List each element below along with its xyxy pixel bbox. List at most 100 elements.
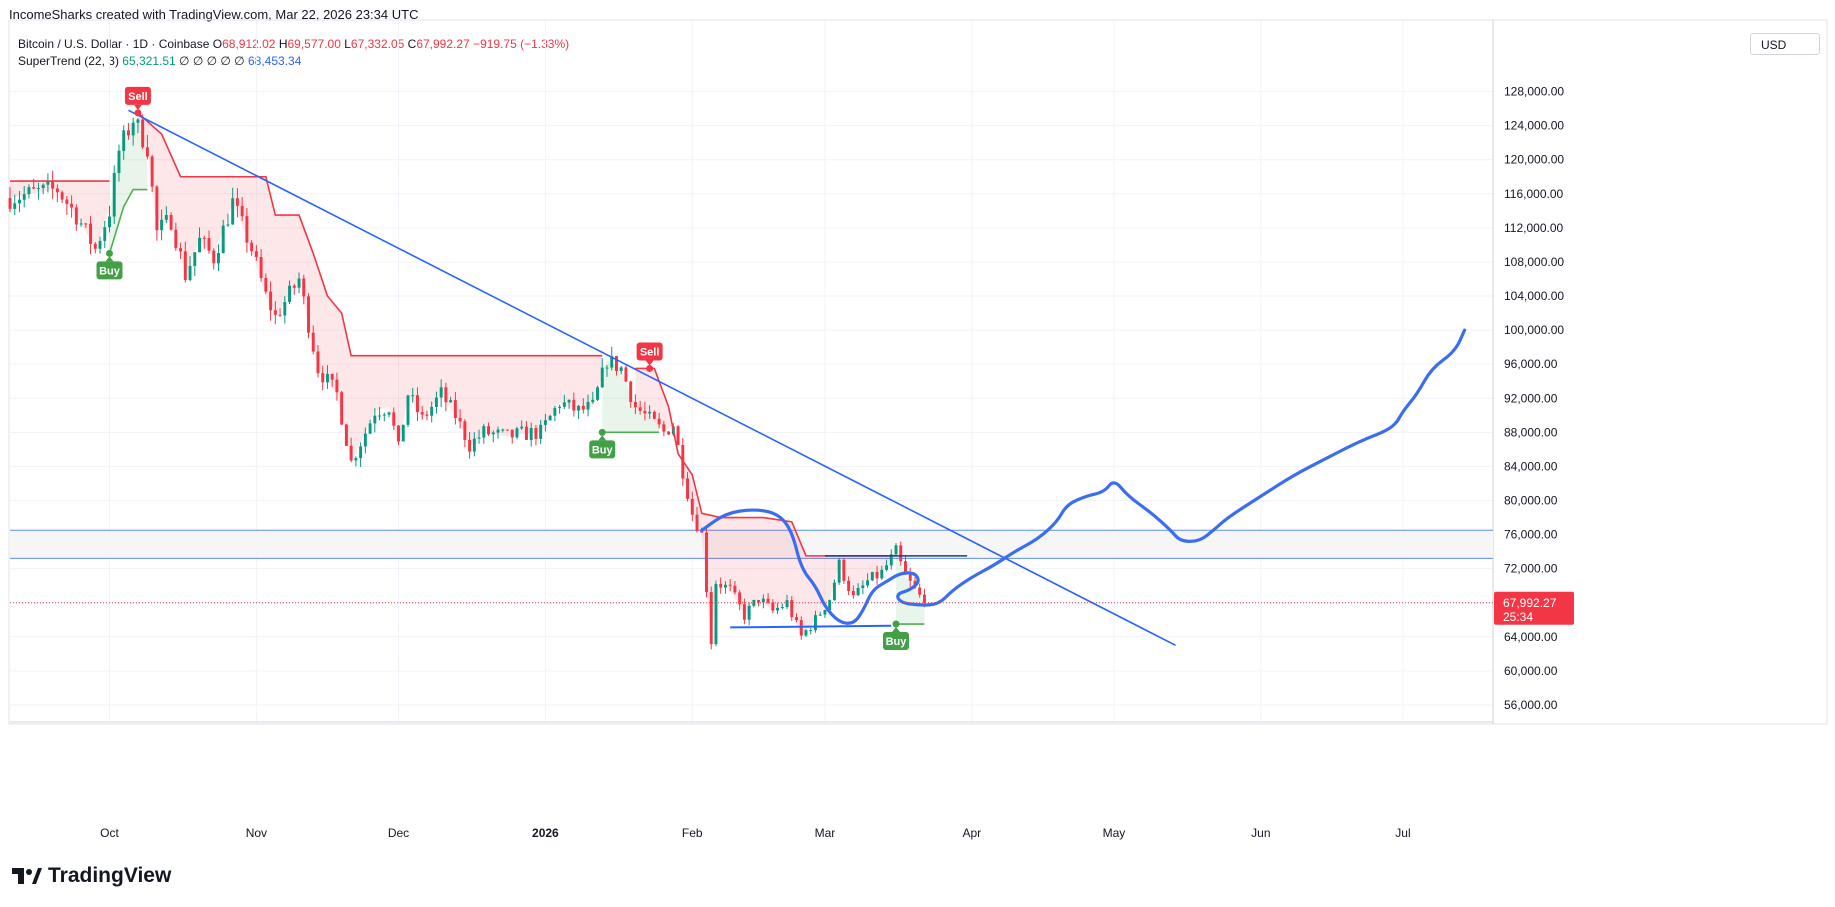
candle-body [122,130,126,151]
candle-body [202,237,206,239]
supertrend-fill-area [635,368,897,642]
candle-body [908,574,912,581]
candle-body [397,425,400,442]
candle-body [690,498,694,515]
candle-body [799,620,803,636]
y-tick-label: 112,000.00 [1504,221,1563,235]
candle-body [93,243,97,249]
candle-body [439,387,443,398]
y-tick-label: 84,000.00 [1504,459,1558,473]
candle-body [548,415,552,421]
tradingview-logo-icon [12,868,42,884]
candle-body [416,395,419,413]
candle-body [70,203,74,208]
candle-body [302,278,306,297]
candle-body [709,592,713,645]
candle-body [217,253,220,264]
candle-body [842,559,846,581]
candle-body [809,630,813,632]
candle-body [889,554,893,566]
candle-body [273,310,277,315]
y-tick-label: 80,000.00 [1504,493,1558,507]
candle-body [316,351,320,374]
candle-body [179,248,183,252]
candle-body [648,411,652,414]
candle-body [705,532,708,593]
candle-body [875,572,879,579]
candle-body [335,379,339,393]
candle-body [188,265,192,280]
candle-body [482,426,486,438]
candle-body [487,426,491,435]
y-tick-label: 116,000.00 [1504,187,1563,201]
candle-body [922,594,926,603]
candle-body [13,203,17,209]
close-value: 67,992.27 [416,37,470,51]
y-tick-label: 64,000.00 [1504,630,1558,644]
candle-body [254,251,258,257]
candle-body [567,399,571,403]
x-tick-label: Oct [100,826,119,840]
symbol-label[interactable]: Bitcoin / U.S. Dollar · 1D · Coinbase [18,37,210,51]
candle-body [84,223,88,225]
candle-body [771,602,775,611]
candle-body [406,395,410,425]
candle-body [851,591,855,596]
candle-body [496,429,500,433]
supertrend-line [635,367,897,557]
indicator-label[interactable]: SuperTrend (22, 3) [18,54,119,68]
tradingview-logo[interactable]: TradingView [12,864,171,888]
candle-body [894,545,898,555]
candle-body [856,588,860,596]
drawings [10,109,1493,647]
candle-body [226,224,230,226]
candle-body [264,277,268,292]
candle-body [458,417,462,422]
low-label: L [344,37,351,51]
candle-body [259,256,263,278]
supertrend-fill-area [10,181,110,250]
candle-body [823,609,827,615]
x-tick-label: Jul [1395,826,1410,840]
last-price-tag [1494,591,1574,625]
candle-body [41,184,45,189]
candle-body [430,406,434,416]
candle-body [141,119,145,148]
candle-body [861,585,865,589]
candle-body [790,600,794,618]
candle-body [359,446,363,459]
candle-body [8,198,12,209]
currency-selector[interactable]: USD [1750,33,1820,55]
y-tick-label: 104,000.00 [1504,289,1564,303]
trendline [128,109,1176,647]
candle-body [491,432,495,435]
candle-body [297,278,301,288]
bar-countdown: 25:34 [1503,610,1533,624]
candle-body [344,424,348,446]
signal-dot [598,428,606,436]
candle-body [311,332,315,352]
candle-body [193,252,197,266]
buy-signal-label: Buy [592,444,614,456]
candle-body [610,356,614,368]
candle-body [131,122,135,136]
candle-body [392,412,396,426]
candle-body [828,600,832,610]
support-line [730,624,892,629]
candle-body [605,367,609,369]
candle-body [231,198,235,225]
candle-body [804,630,808,636]
y-tick-label: 128,000.00 [1504,85,1564,99]
candle-body [373,415,377,424]
candle-body [870,572,874,581]
candle-body [520,426,524,429]
axes: 56,000.0060,000.0064,000.0068,000.0072,0… [100,85,1564,840]
x-tick-label: May [1103,826,1126,840]
candle-body [354,458,358,461]
candle-body [638,407,642,411]
candle-body [752,599,756,606]
candle-body [695,514,699,531]
candle-body [596,387,599,400]
candle-body [506,429,509,431]
